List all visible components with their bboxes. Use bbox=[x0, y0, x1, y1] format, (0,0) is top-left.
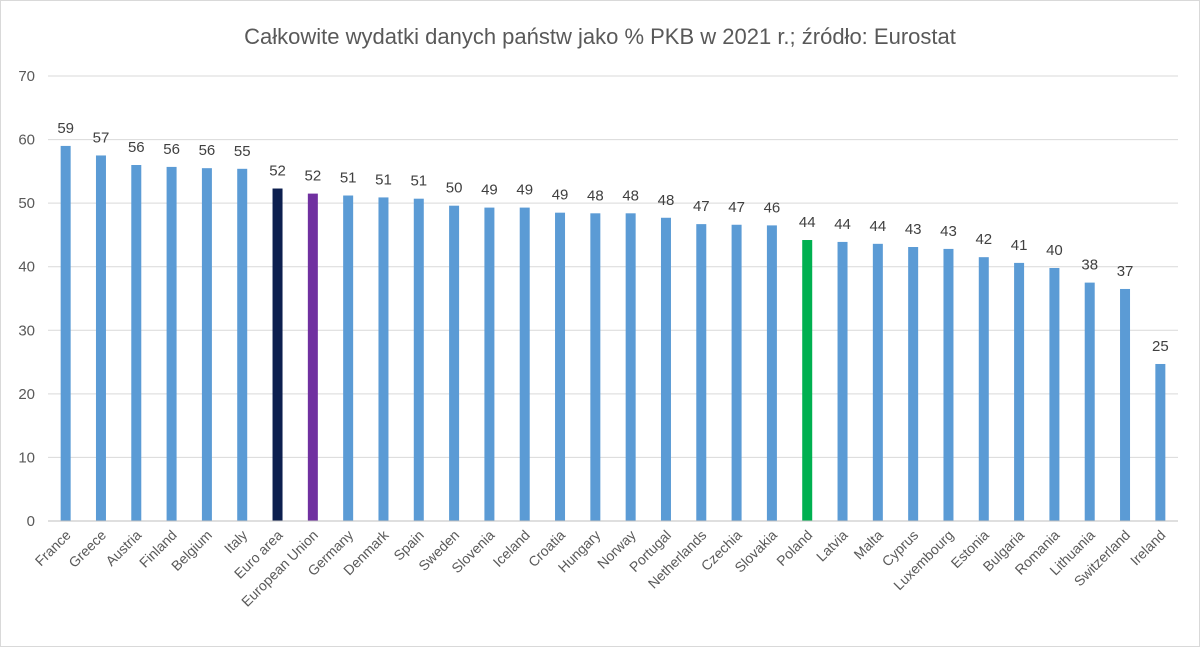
data-label: 52 bbox=[305, 168, 322, 185]
y-tick-label: 30 bbox=[18, 322, 35, 339]
bar bbox=[908, 247, 919, 521]
bar bbox=[872, 243, 883, 522]
bar bbox=[237, 168, 248, 522]
bar bbox=[978, 257, 989, 521]
y-tick-label: 10 bbox=[18, 449, 35, 466]
data-label: 42 bbox=[975, 231, 992, 248]
data-label: 55 bbox=[234, 143, 251, 160]
data-label: 57 bbox=[93, 129, 110, 146]
bar bbox=[378, 197, 389, 521]
bar bbox=[201, 168, 212, 521]
data-label: 56 bbox=[199, 142, 216, 159]
bar bbox=[1084, 282, 1095, 521]
y-tick-label: 40 bbox=[18, 259, 35, 276]
data-label: 50 bbox=[446, 180, 463, 197]
bar bbox=[660, 217, 671, 521]
bar bbox=[802, 240, 813, 521]
bar bbox=[343, 195, 354, 521]
data-label: 46 bbox=[764, 199, 781, 216]
bar bbox=[519, 207, 530, 522]
x-tick-label: Ireland bbox=[1127, 527, 1169, 569]
y-tick-label: 20 bbox=[18, 386, 35, 403]
x-tick-label: Italy bbox=[221, 527, 250, 556]
chart-title: Całkowite wydatki danych państw jako % P… bbox=[244, 24, 956, 49]
bar bbox=[449, 205, 460, 521]
x-tick-label: Poland bbox=[773, 527, 815, 569]
gridlines bbox=[48, 75, 1178, 458]
bar bbox=[837, 241, 848, 521]
bar bbox=[484, 207, 495, 522]
bar bbox=[1014, 262, 1025, 521]
data-label: 38 bbox=[1081, 257, 1098, 274]
data-labels: 59 57 56 56 56 55 52 52 51 51 51 50 49 49 49 48 48 48 47 47… bbox=[57, 120, 1168, 355]
data-label: 48 bbox=[658, 192, 675, 209]
data-label: 47 bbox=[728, 199, 745, 216]
data-label: 49 bbox=[516, 182, 533, 199]
bar bbox=[731, 224, 742, 521]
bar bbox=[943, 248, 954, 521]
data-label: 49 bbox=[481, 182, 498, 199]
bars bbox=[60, 145, 1166, 522]
data-label: 44 bbox=[870, 218, 887, 235]
data-label: 51 bbox=[375, 171, 392, 188]
data-label: 59 bbox=[57, 120, 74, 137]
data-label: 51 bbox=[410, 173, 427, 190]
data-label: 48 bbox=[587, 187, 604, 204]
bar bbox=[131, 165, 142, 521]
bar bbox=[766, 225, 777, 521]
data-label: 56 bbox=[128, 139, 145, 156]
bar bbox=[95, 155, 106, 521]
data-label: 52 bbox=[269, 163, 286, 180]
x-tick-label: Latvia bbox=[813, 527, 851, 565]
data-label: 43 bbox=[940, 223, 957, 240]
bar bbox=[1120, 288, 1131, 521]
x-tick-label: Greece bbox=[65, 527, 109, 571]
data-label: 56 bbox=[163, 141, 180, 158]
x-tick-label: Iceland bbox=[490, 527, 533, 570]
bar bbox=[555, 212, 566, 521]
data-label: 49 bbox=[552, 187, 569, 204]
bar bbox=[625, 213, 636, 522]
bar bbox=[1049, 267, 1060, 521]
data-label: 47 bbox=[693, 198, 710, 215]
data-label: 44 bbox=[799, 214, 816, 231]
y-tick-label: 70 bbox=[18, 68, 35, 85]
data-label: 43 bbox=[905, 221, 922, 238]
bar bbox=[590, 213, 601, 522]
data-label: 37 bbox=[1117, 263, 1134, 280]
bar bbox=[60, 145, 71, 521]
bar bbox=[307, 193, 318, 521]
bar bbox=[272, 188, 283, 521]
bar bbox=[413, 198, 424, 521]
bar bbox=[1155, 363, 1166, 521]
data-label: 51 bbox=[340, 170, 357, 187]
y-tick-label: 60 bbox=[18, 132, 35, 149]
data-label: 44 bbox=[834, 216, 851, 233]
data-label: 40 bbox=[1046, 242, 1063, 259]
y-tick-label: 50 bbox=[18, 195, 35, 212]
data-label: 41 bbox=[1011, 237, 1028, 254]
y-tick-label: 0 bbox=[27, 513, 35, 530]
bar bbox=[696, 224, 707, 521]
data-label: 48 bbox=[622, 187, 639, 204]
bar bbox=[166, 166, 177, 521]
y-axis: 0 10 20 30 40 50 60 70 bbox=[18, 68, 35, 530]
data-label: 25 bbox=[1152, 338, 1169, 355]
